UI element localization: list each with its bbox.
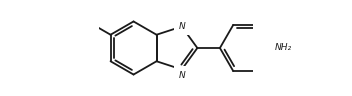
Text: N: N xyxy=(179,71,186,79)
Text: N: N xyxy=(179,22,186,31)
Text: H: H xyxy=(180,19,185,25)
Text: NH₂: NH₂ xyxy=(275,43,292,53)
